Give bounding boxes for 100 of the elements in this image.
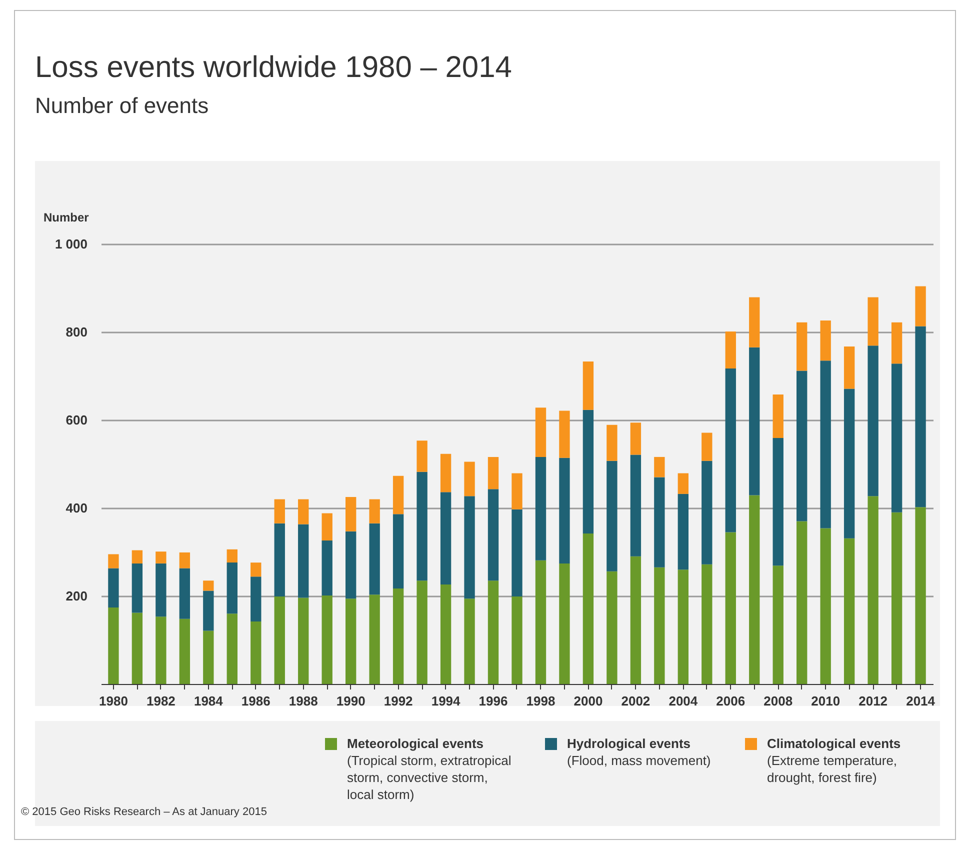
bar [392,588,404,684]
bar [582,534,594,684]
bar [654,477,665,568]
legend-label: Hydrological events [567,735,692,752]
bar [226,549,238,563]
bar [108,607,119,684]
bar [535,456,546,560]
bar [156,563,166,617]
bar [226,562,238,614]
x-tick-label: 2010 [811,694,840,708]
bar [606,460,618,572]
x-tick-label: 1982 [146,694,176,708]
text: © 2015 Geo Risks Research – As at January 2015 [21,806,267,818]
bar [772,438,784,566]
bar [108,554,119,568]
x-tick-label: 1980 [99,694,128,708]
chart-title: Loss events worldwide 1980 – 2014 [35,51,512,85]
bar [725,332,736,369]
bar [392,476,404,514]
bar [654,567,665,684]
bar [678,473,689,494]
bar [464,462,475,496]
bar [820,360,831,528]
bar [891,364,902,512]
bar [298,499,309,524]
bar [345,497,356,532]
x-tick-label: 1992 [384,694,413,708]
bar [250,562,262,577]
bar [606,424,618,461]
bar [772,394,784,438]
x-tick-label: 2012 [858,694,888,708]
bar [796,322,808,371]
bar [678,570,689,684]
bar [322,596,332,684]
x-tick-label: 1990 [336,694,366,708]
bar [179,618,190,684]
text: (Tropical storm, extratropical storm, convective storm, local storm) [347,752,512,803]
y-tick-label: 1 000 [54,236,88,252]
bar [796,521,808,684]
bar [203,580,214,591]
bar [749,347,760,496]
bar [654,456,665,478]
bar [345,531,356,599]
bar [725,532,736,684]
bar [464,598,475,684]
bar [844,538,855,684]
bar [606,571,618,684]
bar [416,440,428,472]
y-tick-label: 200 [66,588,88,604]
bar [749,297,760,348]
bar [512,473,522,510]
bar [535,560,546,684]
bar [630,556,642,684]
bar [915,326,926,508]
bar [630,422,642,455]
bar [844,346,855,389]
bar [678,494,689,570]
bar [488,580,499,684]
y-tick-label: 400 [66,500,88,516]
bar [820,528,831,684]
bar [274,523,285,596]
bar [915,286,926,326]
bar [820,320,831,361]
x-tick-label: 2000 [574,694,603,708]
bar [369,523,380,595]
bar [156,552,166,564]
bar [322,540,332,596]
bar [179,552,190,568]
bar [416,472,428,581]
x-tick-label: 2006 [716,694,746,708]
x-tick-label: 1994 [431,694,462,708]
x-tick-label: 2002 [621,694,650,708]
bar [369,499,380,524]
bar [702,432,712,461]
legend-label: Meteorological events [347,735,485,752]
x-tick-label: 1986 [241,694,270,708]
bar [440,454,452,492]
x-tick-label: 2008 [764,694,793,708]
x-tick-label: 2004 [668,694,698,708]
bar [156,616,166,684]
bar [440,492,452,585]
bar [702,564,712,684]
bar [132,563,143,613]
bar [702,460,712,564]
bar [203,630,214,684]
bar [891,512,902,684]
bar [250,622,262,684]
bar [844,388,855,538]
bar [868,297,878,346]
bar [559,410,570,458]
bar [488,489,499,581]
bar [512,596,522,684]
bar [416,580,428,684]
bar [108,568,119,608]
bar [512,509,522,596]
bar [298,598,309,684]
bar [250,576,262,622]
bar [369,594,380,684]
bar [345,598,356,684]
bar [392,514,404,589]
